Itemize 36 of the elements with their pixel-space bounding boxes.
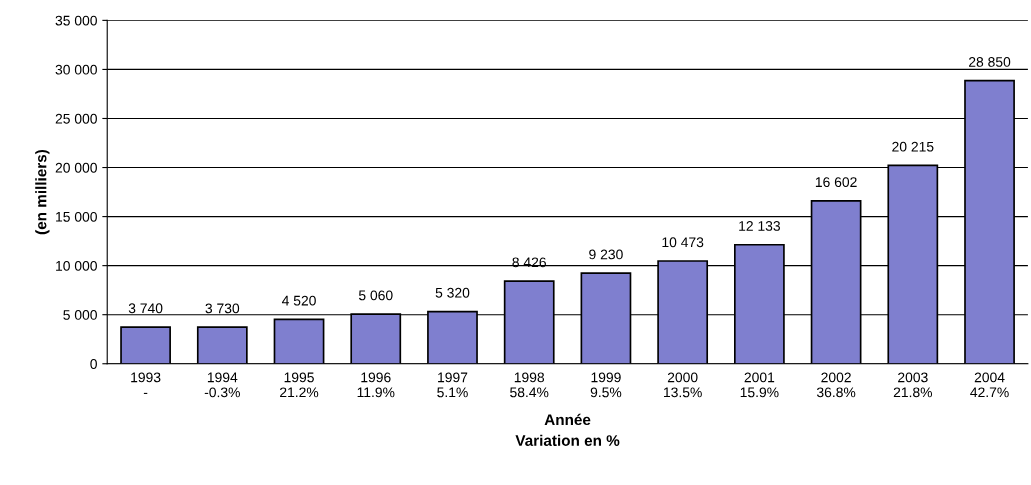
x-tick-label: 1993 - bbox=[131, 372, 161, 394]
data-label: 4 520 bbox=[281, 295, 316, 306]
y-tick-label: 20 000 bbox=[55, 162, 97, 173]
x-tick-label: 1997 5.1% bbox=[437, 372, 468, 398]
data-label: 5 320 bbox=[435, 287, 470, 298]
y-tick-label: 35 000 bbox=[55, 15, 97, 26]
x-tick-label: 2001 15.9% bbox=[740, 372, 779, 398]
y-tick-label: 10 000 bbox=[56, 260, 97, 271]
x-tick-label: 2003 21.8% bbox=[893, 372, 933, 398]
data-label: 28 850 bbox=[969, 57, 1011, 67]
x-tick-label: 1995 21.2% bbox=[280, 372, 319, 398]
bar bbox=[120, 326, 171, 364]
data-label: 10 473 bbox=[662, 237, 704, 248]
y-tick-label: 30 000 bbox=[55, 64, 97, 75]
data-label: 16 602 bbox=[815, 177, 857, 188]
x-tick-label: 1994 -0.3% bbox=[204, 372, 240, 398]
x-axis-title: Année Variation en % bbox=[515, 413, 620, 446]
data-label: 3 740 bbox=[128, 303, 163, 314]
data-label: 12 133 bbox=[739, 221, 781, 231]
data-label: 3 730 bbox=[205, 303, 240, 314]
data-label: 9 230 bbox=[589, 249, 623, 260]
y-tick-label: 5 000 bbox=[63, 310, 97, 320]
x-tick-label: 1996 11.9% bbox=[357, 372, 395, 398]
x-tick-label: 1999 9.5% bbox=[590, 372, 622, 398]
data-label: 20 215 bbox=[892, 141, 934, 152]
y-tick-label: 25 000 bbox=[55, 113, 97, 124]
x-tick-label: 2002 36.8% bbox=[816, 372, 856, 398]
data-label: 5 060 bbox=[358, 290, 393, 301]
x-tick-label: 2000 13.5% bbox=[664, 372, 702, 398]
x-tick-label: 2004 42.7% bbox=[970, 372, 1009, 398]
y-tick-label: 15 000 bbox=[56, 211, 97, 222]
bar bbox=[196, 326, 248, 364]
bar bbox=[273, 318, 325, 364]
y-tick-label: 0 bbox=[90, 359, 97, 369]
y-axis-title: (en milliers) bbox=[35, 149, 50, 235]
x-tick-label: 1998 58.4% bbox=[510, 372, 549, 398]
